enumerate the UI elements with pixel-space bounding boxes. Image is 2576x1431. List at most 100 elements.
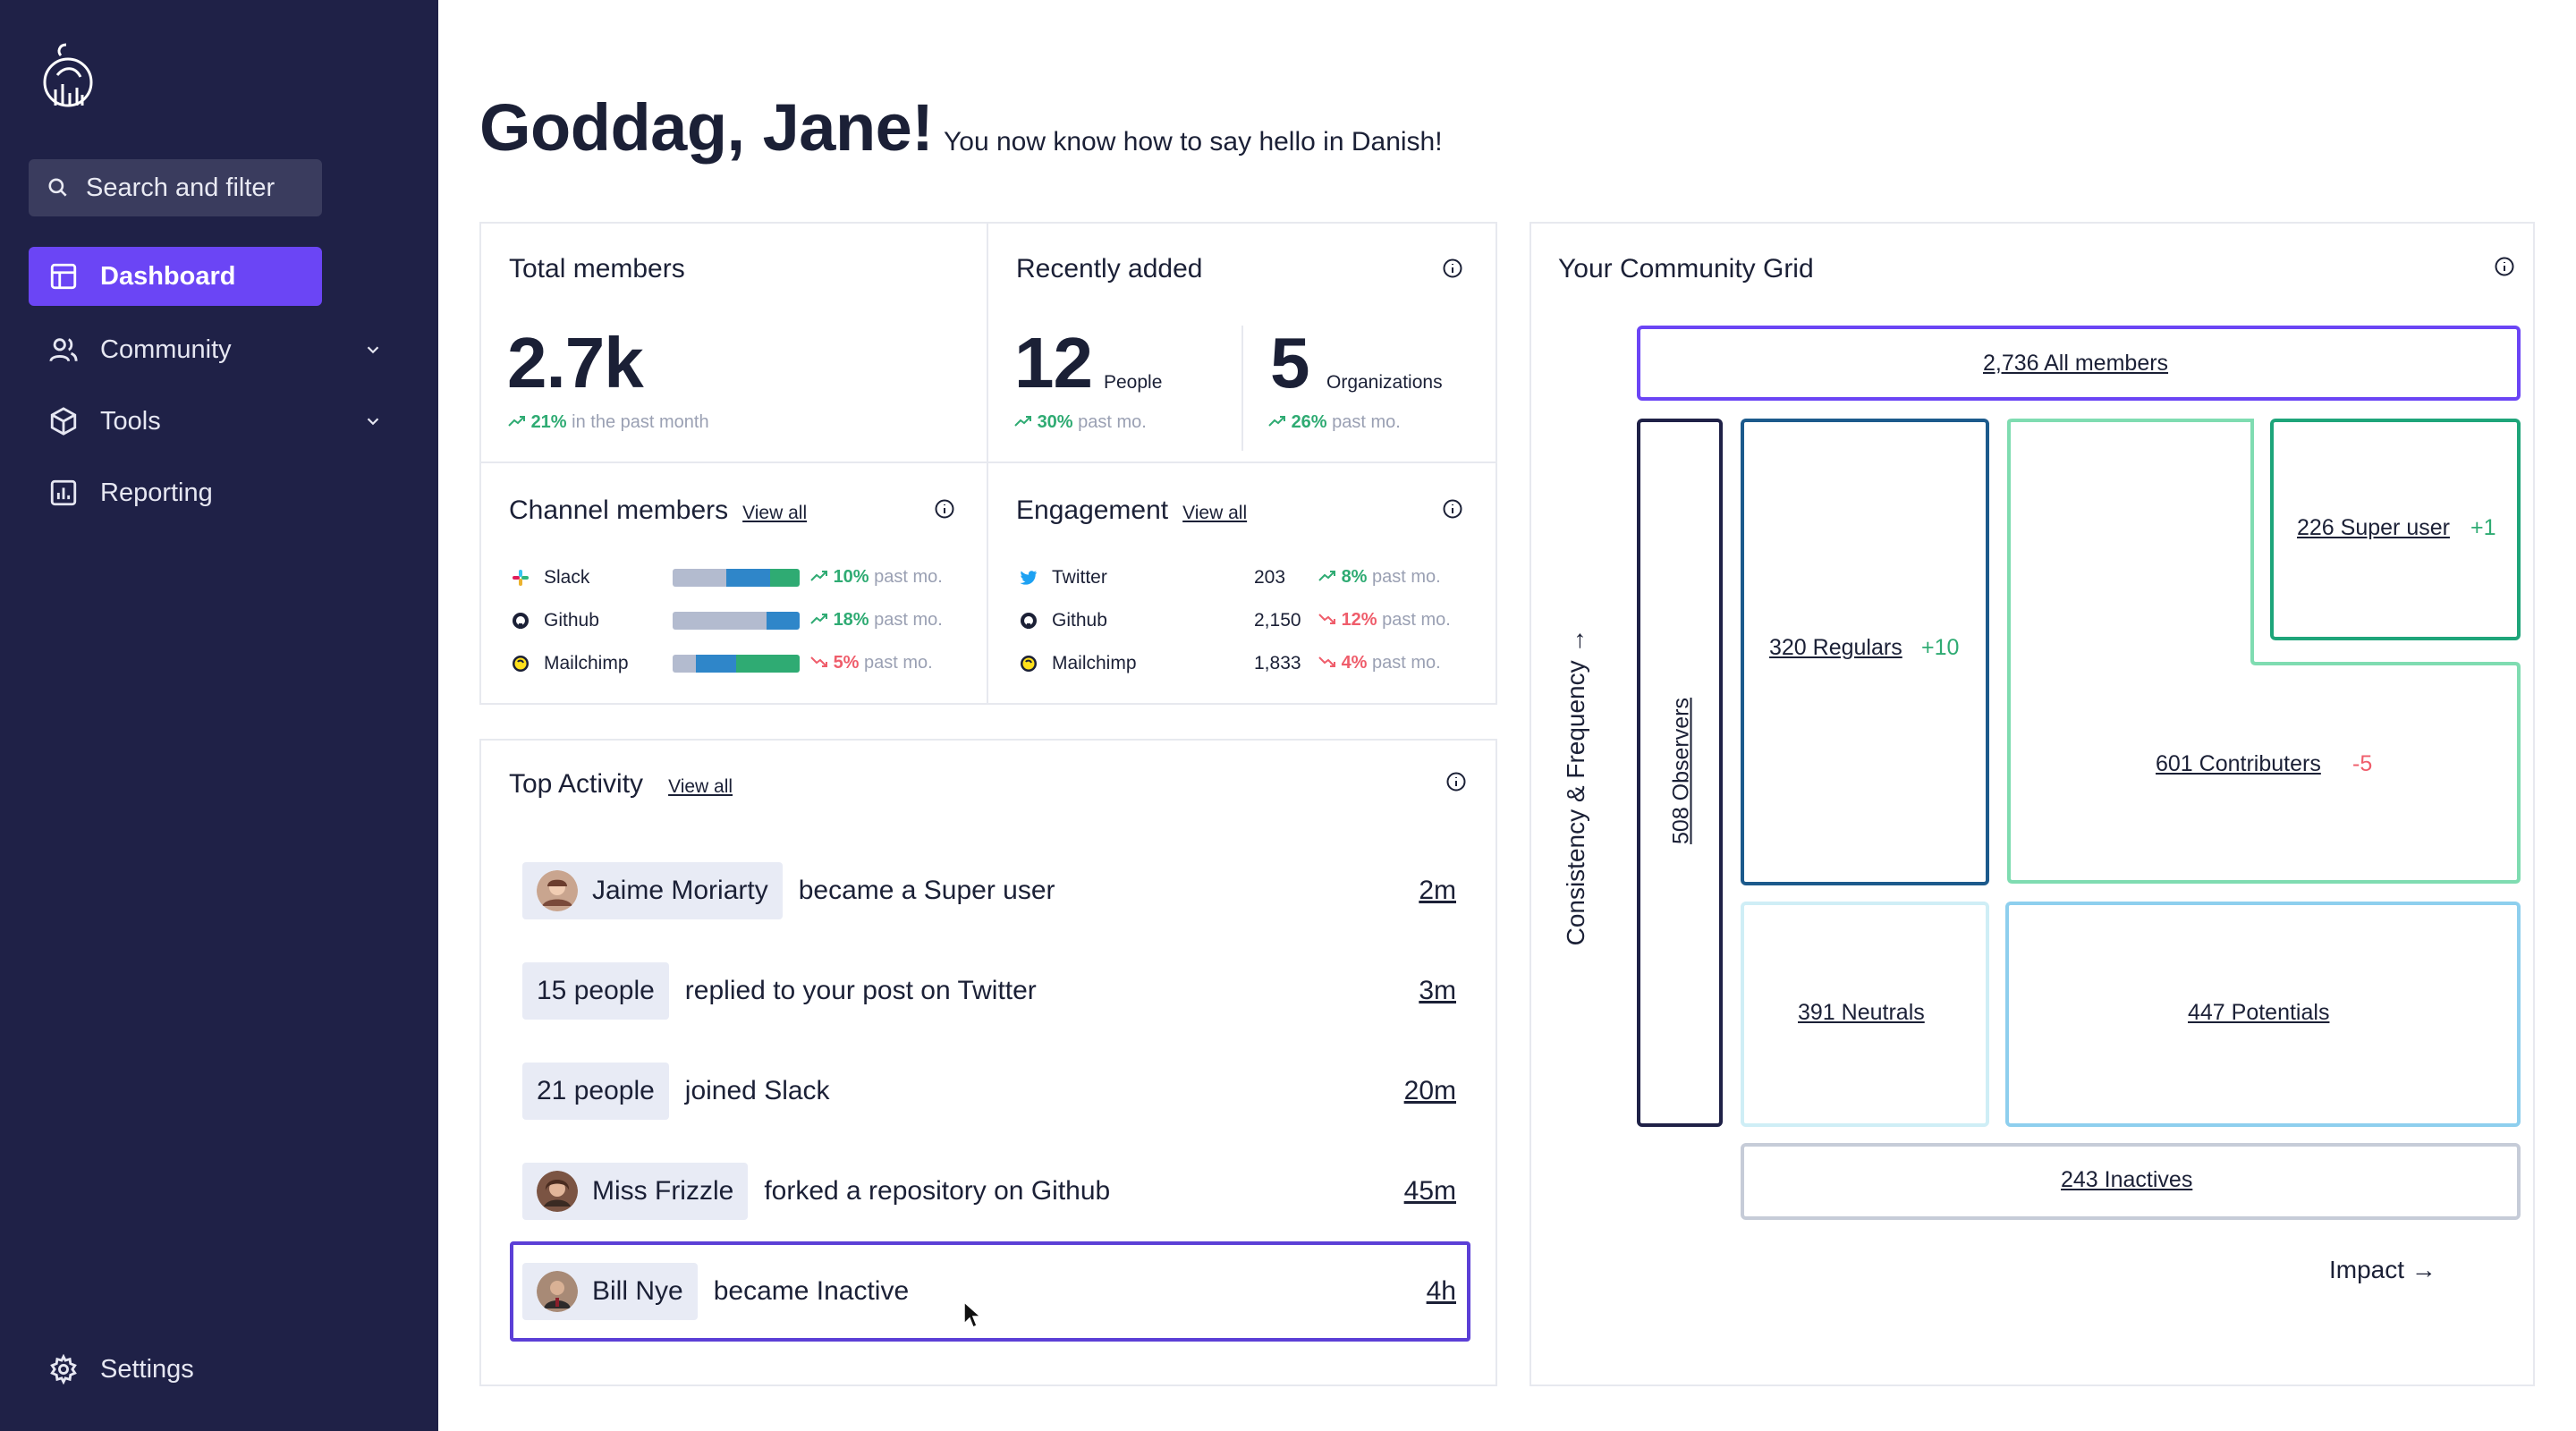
activity-row[interactable]: 21 people joined Slack 20m (522, 1063, 1472, 1120)
engagement-trend-github: 12% past mo. (1318, 610, 1451, 631)
activity-actor: Jaime Moriarty (592, 876, 768, 905)
activity-actor-chip[interactable]: 21 people (522, 1063, 669, 1120)
bar-segment (695, 655, 736, 673)
activity-row[interactable]: 15 people replied to your post on Twitte… (522, 962, 1472, 1020)
trend-up-icon (810, 571, 827, 581)
engagement-channel-name: Github (1052, 610, 1107, 631)
info-icon[interactable] (1442, 258, 1463, 279)
sidebar-item-reporting[interactable]: Reporting (29, 463, 404, 522)
grid-neutrals-label[interactable]: 391 Neutrals (1798, 1000, 1925, 1025)
sidebar-item-settings[interactable]: Settings (29, 1340, 404, 1399)
grid-all-members-label[interactable]: 2,736 All members (1983, 351, 2169, 376)
grid-observers[interactable] (1637, 419, 1723, 1127)
grid-neutrals[interactable] (1741, 902, 1989, 1127)
engagement-value: 203 (1254, 567, 1286, 588)
grid-observers-label[interactable]: 508 Observers (1668, 698, 1694, 844)
sidebar-item-dashboard[interactable]: Dashboard (29, 247, 322, 306)
gear-icon (50, 1354, 77, 1384)
engagement-heading: Engagement (1016, 495, 1169, 525)
trend-pct: 30% (1037, 412, 1073, 432)
avatar (537, 1271, 578, 1312)
search-placeholder: Search and filter (86, 173, 275, 202)
engagement-trend-mailchimp: 4% past mo. (1318, 653, 1441, 673)
activity-time-link[interactable]: 45m (1403, 1176, 1456, 1206)
grid-potentials[interactable] (2005, 902, 2521, 1127)
grid-inactives-label[interactable]: 243 Inactives (2061, 1167, 2193, 1192)
activity-time-link[interactable]: 3m (1419, 976, 1456, 1005)
activity-row[interactable]: Bill Nye became Inactive 4h (522, 1263, 1472, 1320)
grid-super-users[interactable] (2270, 419, 2521, 640)
grid-contributors[interactable] (2005, 417, 2522, 887)
grid-contributors-delta: -5 (2352, 751, 2373, 776)
page-subtitle: You now know how to say hello in Danish! (944, 127, 1443, 157)
activity-row[interactable]: Miss Frizzle forked a repository on Gith… (522, 1163, 1472, 1220)
activity-actor-chip[interactable]: Bill Nye (522, 1263, 698, 1320)
activity-time-link[interactable]: 4h (1426, 1276, 1456, 1306)
grid-super-users-delta: +1 (2470, 515, 2496, 540)
channel-name: Slack (544, 567, 590, 588)
search-input[interactable]: Search and filter (29, 159, 322, 216)
info-icon[interactable] (1442, 498, 1463, 520)
bar-segment (673, 569, 726, 587)
chevron-down-icon[interactable] (363, 340, 383, 360)
engagement-view-all-link[interactable]: View all (1182, 503, 1248, 523)
trend-pct: 26% (1291, 412, 1327, 432)
grid-regulars-label[interactable]: 320 Regulars (1769, 635, 1902, 660)
mouse-cursor-icon (963, 1300, 982, 1329)
info-icon[interactable] (934, 498, 955, 520)
sidebar-item-label: Reporting (100, 478, 213, 507)
activity-row[interactable]: Jaime Moriarty became a Super user 2m (522, 862, 1472, 919)
sidebar-item-label: Community (100, 334, 232, 364)
grid-regulars[interactable] (1741, 419, 1989, 885)
sidebar-item-tools[interactable]: Tools (29, 392, 404, 451)
engagement-channel-name: Mailchimp (1052, 653, 1137, 673)
activity-action: became a Super user (798, 876, 1055, 905)
trend-up-icon (508, 416, 525, 427)
activity-actor-chip[interactable]: Miss Frizzle (522, 1163, 749, 1220)
total-members-trend: 21% in the past month (508, 412, 709, 433)
sidebar-item-community[interactable]: Community (29, 320, 404, 379)
orgs-added-trend: 26% past mo. (1268, 412, 1401, 433)
grid-potentials-label[interactable]: 447 Potentials (2188, 1000, 2330, 1025)
engagement-value: 2,150 (1254, 610, 1301, 631)
people-added-trend: 30% past mo. (1014, 412, 1147, 433)
logo-icon[interactable] (39, 39, 97, 118)
activity-actor-chip[interactable]: Jaime Moriarty (522, 862, 783, 919)
grid-super-users-label[interactable]: 226 Super user (2297, 515, 2450, 540)
channel-members-view-all-link[interactable]: View all (742, 503, 808, 523)
search-icon (48, 178, 67, 197)
top-activity-heading: Top Activity (509, 769, 644, 799)
divider (481, 461, 1496, 463)
info-icon[interactable] (2494, 256, 2515, 277)
info-icon[interactable] (1445, 771, 1467, 792)
channel-row-mailchimp: Mailchimp (512, 653, 629, 674)
engagement-value: 1,833 (1254, 653, 1301, 673)
channel-trend-github: 18% past mo. (810, 610, 943, 631)
activity-action: joined Slack (684, 1076, 830, 1105)
grid-x-axis-label: Impact → (2329, 1256, 2436, 1283)
activity-actor-chip[interactable]: 15 people (522, 962, 669, 1020)
github-icon (1021, 613, 1037, 629)
top-activity-view-all-link[interactable]: View all (668, 776, 733, 797)
orgs-added-value: 5 (1270, 323, 1309, 402)
trend-text: past mo. (1372, 567, 1441, 587)
activity-actor: Miss Frizzle (592, 1176, 734, 1206)
avatar (537, 1171, 578, 1212)
trend-pct: 8% (1341, 567, 1368, 587)
engagement-row-twitter: Twitter (1020, 567, 1107, 588)
grid-all-members[interactable] (1637, 326, 2521, 401)
top-activity-title: Top Activity View all (509, 769, 733, 800)
channel-bar-mailchimp (673, 655, 800, 673)
sidebar: Search and filter Dashboard Community To… (0, 0, 438, 1431)
activity-actor: 21 people (537, 1076, 655, 1105)
trend-text: past mo. (1332, 412, 1401, 432)
activity-time-link[interactable]: 20m (1403, 1076, 1456, 1105)
divider (1241, 326, 1243, 451)
grid-contributors-label[interactable]: 601 Contributers (2156, 751, 2321, 776)
engagement-trend-twitter: 8% past mo. (1318, 567, 1441, 588)
activity-time-link[interactable]: 2m (1419, 876, 1456, 905)
grid-inactives[interactable] (1741, 1143, 2521, 1220)
trend-pct: 4% (1341, 653, 1368, 673)
chevron-down-icon[interactable] (363, 411, 383, 431)
trend-down-icon (1318, 614, 1335, 624)
